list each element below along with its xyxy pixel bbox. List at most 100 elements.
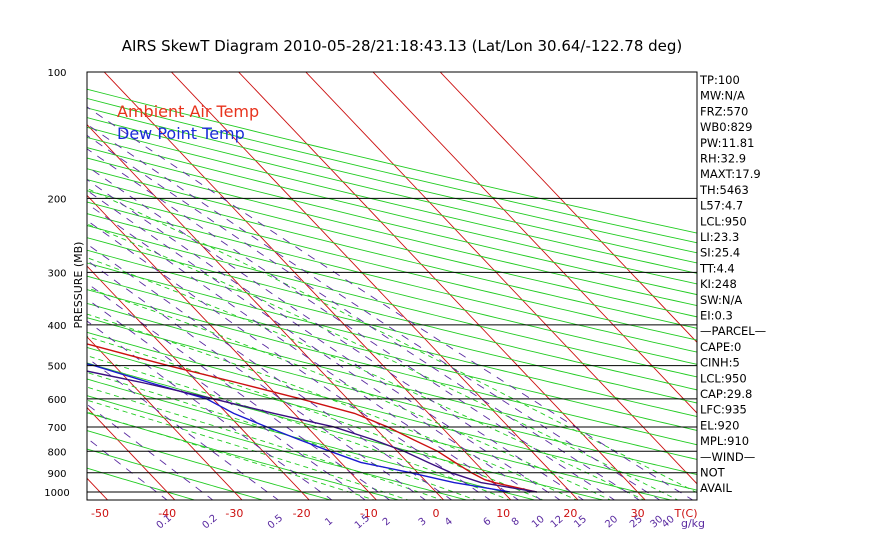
index-entry: TH:5463 [699,183,749,197]
bottom-tick-label: -40 [158,507,176,520]
moist-adiabat-line [87,399,410,500]
pressure-tick-label: 500 [47,362,66,373]
mixing-ratio-line [87,165,585,500]
dry-adiabat-line [87,289,697,446]
index-entry: —WIND— [700,450,755,464]
bottom-tick-label: -50 [91,507,109,520]
bottom-tick-label: 30 [631,507,645,520]
pressure-tick-label: 800 [47,447,66,458]
dry-adiabat-line [87,107,697,254]
pressure-tick-label: 200 [47,194,66,205]
bottom-tick-label: -30 [225,507,243,520]
mixing-ratio-label: 4 [443,516,455,529]
index-entry: AVAIL [700,481,733,495]
dry-adiabat-line [87,378,537,500]
index-entry: WB0:829 [700,120,752,134]
plot-frame [86,71,698,501]
moist-adiabat-line [87,257,646,500]
index-entry: PW:11.81 [700,136,754,150]
dry-adiabat-line [87,117,697,264]
isotherm-line [87,336,243,500]
series-dew-point-temp [87,363,511,493]
mixing-ratio-line [87,134,641,500]
mixing-ratio-unit: g/kg [681,517,705,530]
index-entry: EL:920 [700,418,740,432]
dry-adiabat-line [87,126,697,274]
dry-adiabat-line [87,213,697,365]
dry-adiabat-line [87,147,697,296]
isotherm-line [0,63,41,501]
mixing-ratio-line [87,259,427,500]
dry-adiabat-line [87,262,697,418]
dry-adiabat-line [87,190,697,341]
chart-title: AIRS SkewT Diagram 2010-05-28/21:18:43.1… [122,37,683,55]
legend-dew-point-temp: Dew Point Temp [117,124,245,143]
mixing-ratio-line [87,219,492,500]
mixing-ratio-label: 10 [530,514,547,531]
isotherm-line [170,72,579,500]
bottom-tick-label: -10 [360,507,378,520]
index-entry: LCL:950 [700,214,747,228]
index-entry: TP:100 [699,73,740,87]
moist-adiabat-line [87,355,511,500]
mixing-ratio-line [87,179,561,500]
index-entry: CAP:29.8 [700,387,752,401]
index-entry: LI:23.3 [700,230,739,244]
mixing-ratio-line [87,203,520,500]
index-entry: MPL:910 [700,434,749,448]
index-entry: MW:N/A [700,89,745,103]
pressure-tick-label: 1000 [44,488,69,499]
pressure-tick-label: 700 [47,423,66,434]
profile-series [87,343,537,493]
isotherm-line [305,72,697,485]
mixing-ratio-line [87,189,543,500]
index-entry: CINH:5 [700,356,740,370]
moist-adiabat-line [87,411,376,500]
series-parcel [87,370,537,493]
mixing-ratio-label: 6 [481,516,493,529]
index-entry: SW:N/A [700,293,742,307]
isotherm-line [87,194,378,500]
pressure-axis-ticks: 100 200 300 400 500 600 700 800 900 1000 [44,68,69,499]
bottom-tick-label: 0 [433,507,440,520]
legend-ambient-air-temp: Ambient Air Temp [117,102,259,121]
bottom-axis-unit: T(C) [674,507,698,520]
mixing-ratio-line [87,123,661,500]
index-entry: FRZ:570 [700,104,748,118]
index-entry: MAXT:17.9 [700,167,761,181]
index-entry: LFC:935 [700,403,747,417]
dry-adiabat-line [87,362,605,500]
bottom-tick-label: 20 [563,507,577,520]
dry-adiabat-line [87,302,697,460]
background-lines [0,63,697,501]
index-entry: SI:25.4 [700,246,740,260]
index-entry: TT:4.4 [699,261,735,275]
isotherm-line [372,72,697,414]
mixing-ratio-line [87,298,367,500]
dry-adiabat-line [87,201,697,353]
pressure-tick-label: 100 [47,68,66,79]
mixing-ratio-label: 20 [603,514,620,531]
mixing-ratio-label: 2 [381,516,393,529]
index-entry: EI:0.3 [700,309,733,323]
dry-adiabat-line [87,225,697,378]
dry-adiabat-line [87,430,333,500]
pressure-tick-label: 900 [47,469,66,480]
dry-adiabat-line [87,448,265,500]
index-entry: NOT [700,466,726,480]
dry-adiabat-line [87,275,697,431]
mixing-ratio-label: 8 [510,516,522,529]
mixing-ratio-line [87,243,453,500]
isotherm-line [87,123,445,500]
index-entry: CAPE:0 [700,340,741,354]
mixing-ratio-line [87,437,168,500]
pressure-tick-label: 300 [47,268,66,279]
bottom-tick-label: 10 [496,507,510,520]
dry-adiabat-line [87,331,697,491]
dry-adiabat-line [87,237,697,391]
mixing-ratio-line [87,357,280,500]
dry-adiabat-line [87,179,697,329]
pressure-tick-label: 600 [47,395,66,406]
